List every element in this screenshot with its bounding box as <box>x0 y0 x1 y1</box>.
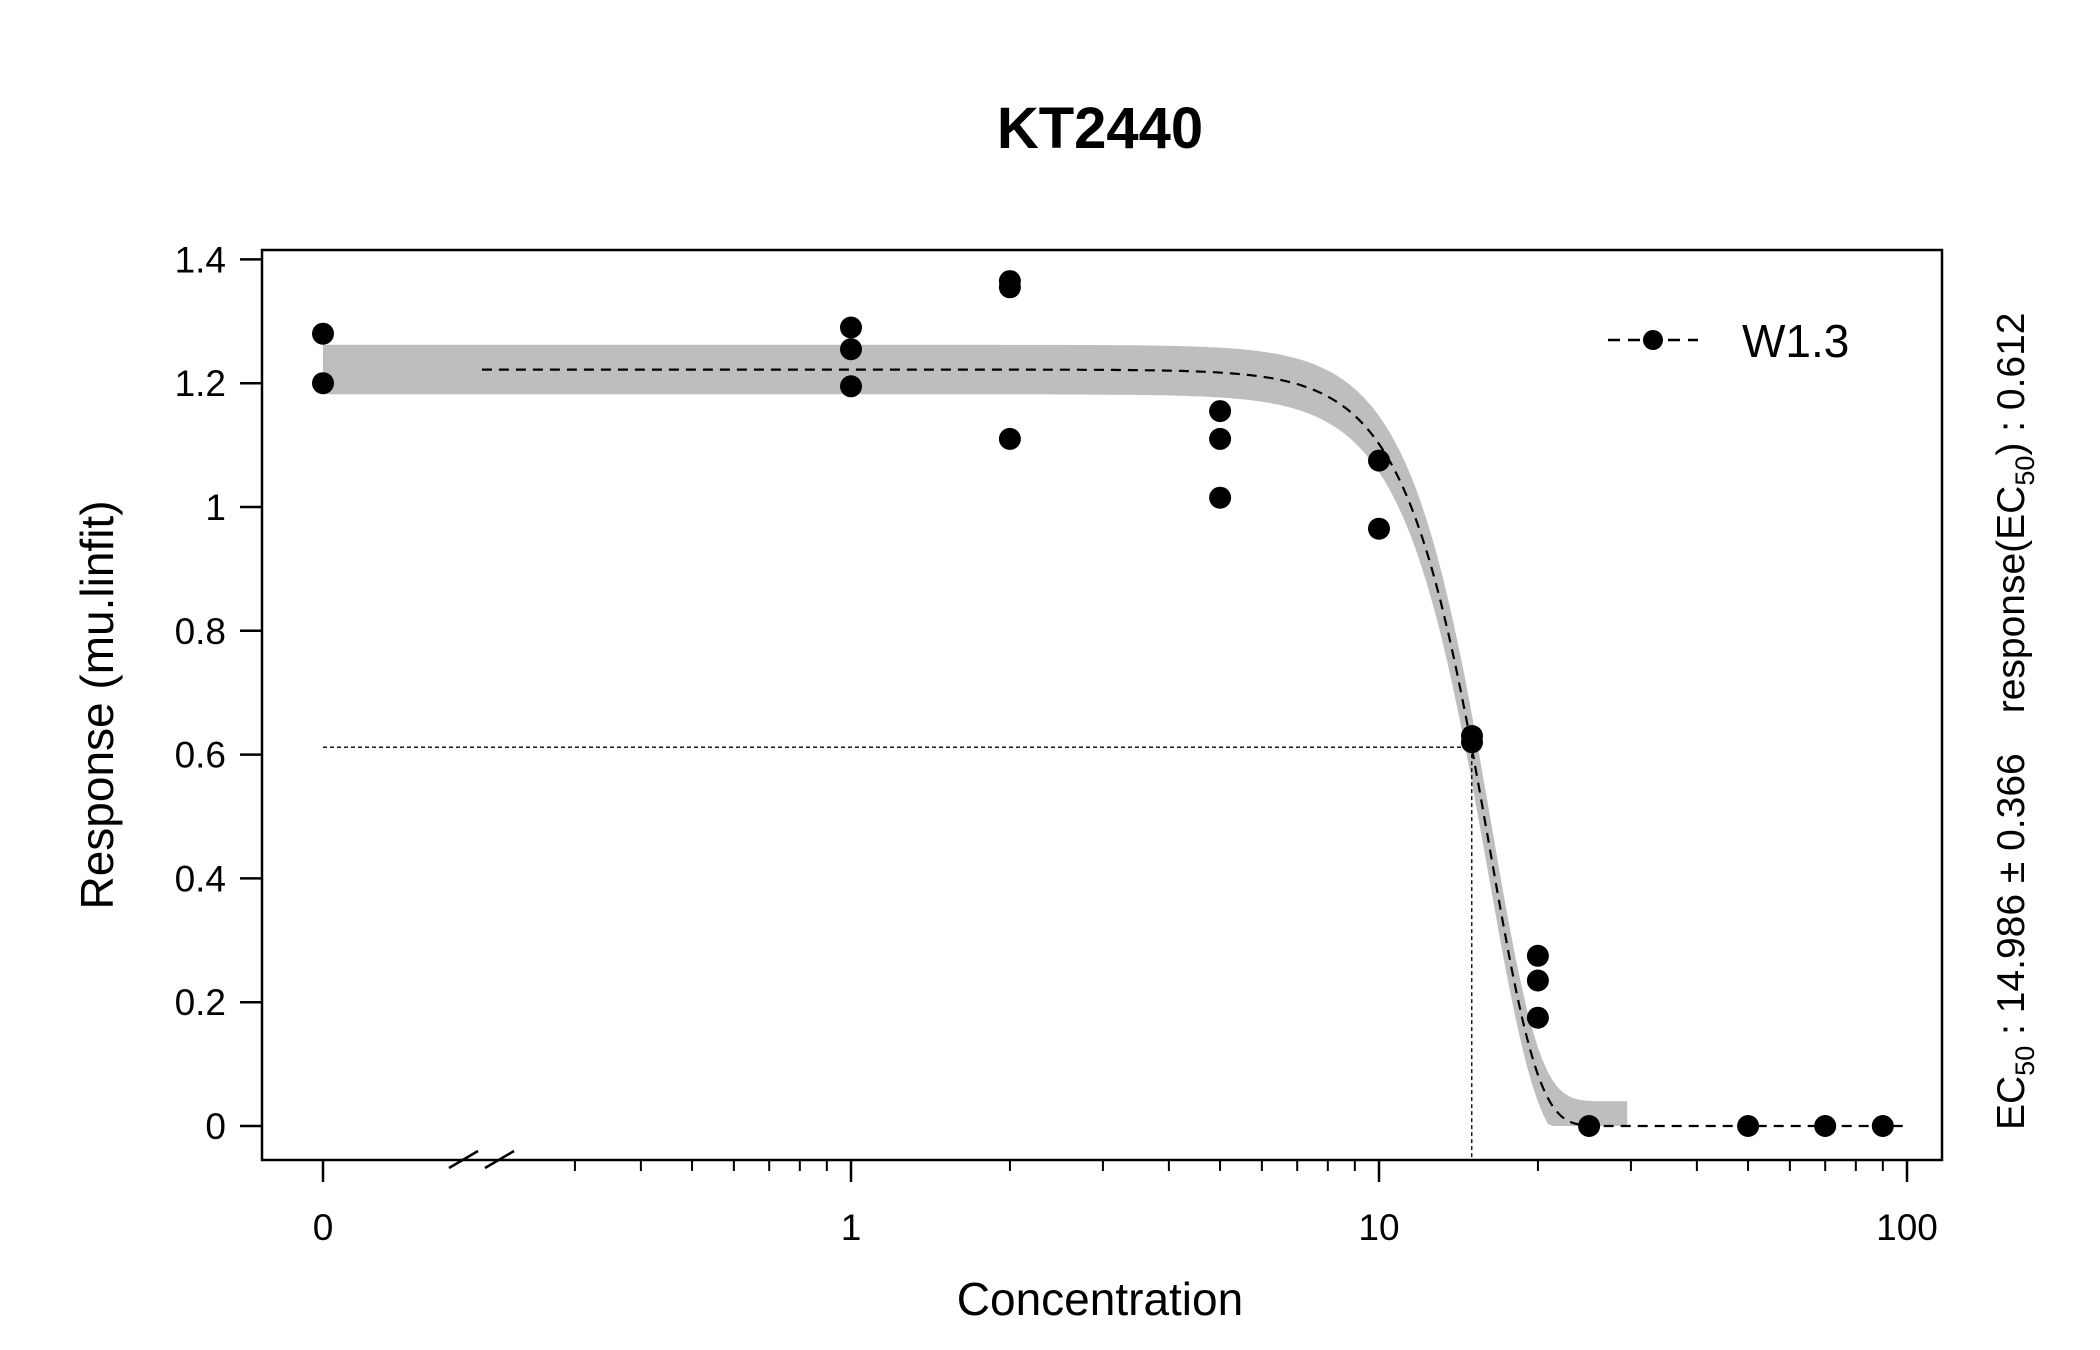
data-point <box>1368 449 1390 472</box>
data-point <box>1209 486 1232 509</box>
y-tick-label: 0.6 <box>175 735 226 776</box>
axis-break-mark <box>484 1149 515 1170</box>
data-point <box>998 276 1021 299</box>
data-point <box>1209 427 1232 450</box>
x-axis-label: Concentration <box>957 1273 1243 1325</box>
data-point <box>1209 400 1232 423</box>
data-point <box>840 316 862 339</box>
data-point <box>1737 1115 1760 1137</box>
chart-title: KT2440 <box>997 96 1203 161</box>
x-tick-label: 100 <box>1876 1207 1938 1248</box>
y-tick-label: 1.2 <box>175 363 226 404</box>
legend-label: W1.3 <box>1742 315 1849 367</box>
x-tick-label: 10 <box>1358 1207 1399 1248</box>
y-tick-label: 1.4 <box>175 239 226 280</box>
x-tick-label: 1 <box>841 1207 862 1248</box>
data-point <box>1526 944 1549 967</box>
data-point <box>312 322 334 345</box>
y-axis-label: Response (mu.linfit) <box>71 500 123 909</box>
data-point <box>1526 1006 1549 1029</box>
data-point <box>1368 517 1390 540</box>
y-tick-label: 0.8 <box>175 611 226 652</box>
x-tick-label: 0 <box>313 1207 334 1248</box>
axis-break-mark <box>448 1149 479 1170</box>
data-point <box>840 375 862 398</box>
data-point <box>1814 1115 1837 1137</box>
data-point <box>998 427 1021 450</box>
data-point <box>1461 731 1483 754</box>
data-point <box>312 372 334 395</box>
y-tick-label: 0.4 <box>175 858 226 899</box>
fit-annotation: EC50 : 14.986 ± 0.366response(EC50) : 0.… <box>1990 313 2040 1130</box>
y-tick-label: 0.2 <box>175 982 226 1023</box>
y-tick-label: 0 <box>205 1106 226 1147</box>
data-point <box>1871 1115 1894 1137</box>
legend-marker <box>1643 330 1663 350</box>
y-tick-label: 1 <box>205 487 226 528</box>
axes: 0 0.2 0.4 0.6 0.8 1 1.2 1.4 0 1 10 100 <box>175 239 1938 1248</box>
ec50-reference-lines <box>323 746 1473 1160</box>
data-point <box>840 338 862 361</box>
data-point <box>1578 1115 1601 1137</box>
legend: W1.3 <box>1608 315 1849 367</box>
data-points <box>312 270 1894 1137</box>
data-point <box>1526 969 1549 992</box>
